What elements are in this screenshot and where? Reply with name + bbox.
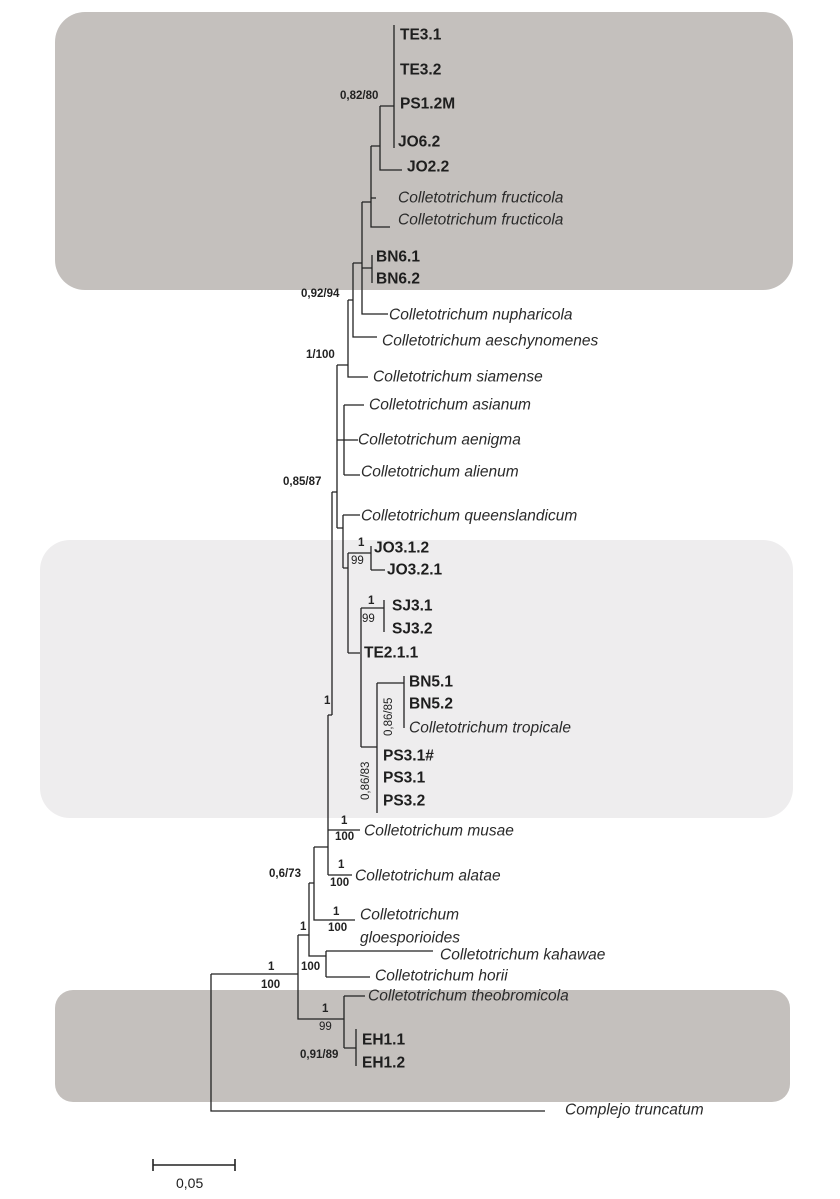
tip-label: BN6.1 [376,248,420,266]
tip-label: TE2.1.1 [364,644,419,662]
support-value: 0,91/89 [300,1049,339,1061]
support-value: 1 [268,961,275,973]
highlight-group-top [55,12,793,290]
support-value: 0,86/85 [383,697,395,736]
tip-label: gloesporioides [360,929,460,947]
tip-label: Complejo truncatum [565,1101,704,1119]
tip-label: Colletotrichum fructicola [398,189,564,207]
support-value: 0,6/73 [269,868,301,880]
tip-label: Colletotrichum [360,906,460,924]
support-value: 1 [300,921,307,933]
tip-label: TE3.1 [400,26,442,44]
tip-label: Colletotrichum aenigma [358,431,521,449]
tip-label: PS3.1 [383,769,426,787]
support-value: 99 [362,613,375,625]
highlight-group-bottom [55,990,790,1102]
branch [210,492,545,1112]
tip-label: Colletotrichum tropicale [409,719,571,737]
support-value: 1/100 [306,349,335,361]
tip-label: TE3.2 [400,61,442,79]
tip-label: Colletotrichum horii [375,967,508,985]
support-value: 100 [261,979,281,991]
tip-label: BN5.1 [409,673,453,691]
support-value: 1 [341,815,348,827]
support-value: 1 [338,859,345,871]
tip-label: Colletotrichum alienum [361,463,519,481]
support-value: 1 [333,906,340,918]
tip-label: Colletotrichum musae [364,822,514,840]
support-value: 1 [368,595,375,607]
tip-label: PS3.1# [383,747,434,765]
tip-label: SJ3.1 [392,597,433,615]
support-value: 100 [335,831,355,843]
tip-label: BN5.2 [409,695,453,713]
tip-label: Colletotrichum queenslandicum [361,507,578,525]
support-value: 1 [322,1003,329,1015]
tip-label: EH1.1 [362,1031,406,1049]
support-value: 0,92/94 [301,288,340,300]
support-value: 0,86/83 [360,761,372,800]
tip-label: Colletotrichum alatae [355,867,501,885]
branch [343,546,405,813]
support-value: 0,85/87 [283,476,322,488]
support-value: 99 [351,555,364,567]
support-value: 1 [324,695,331,707]
support-value: 100 [330,877,350,889]
tip-label: Colletotrichum kahawae [440,946,606,964]
scale-bar-line [152,1159,236,1171]
tip-label: JO3.1.2 [374,539,430,557]
scale-bar-label: 0,05 [176,1175,204,1191]
tip-label: JO2.2 [407,158,450,176]
tip-label: JO3.2.1 [387,561,443,579]
tip-label: JO6.2 [398,133,441,151]
support-value: 1 [358,537,365,549]
tip-label: SJ3.2 [392,620,433,638]
branch [337,25,402,378]
tip-label: PS1.2M [400,95,456,113]
support-value: 0,82/80 [340,90,379,102]
tip-label: Colletotrichum siamense [373,368,543,386]
tip-label: Colletotrichum asianum [369,396,531,414]
support-value: 100 [328,922,348,934]
support-value: 100 [301,961,321,973]
tip-label: Colletotrichum nupharicola [389,306,573,324]
support-value: 99 [319,1021,332,1033]
tip-label: BN6.2 [376,270,420,288]
tip-label: EH1.2 [362,1054,406,1072]
branch [332,365,364,568]
highlight-group-middle [40,540,793,818]
tip-label: Colletotrichum fructicola [398,211,564,229]
tip-label: Colletotrichum aeschynomenes [382,332,599,350]
tip-label: PS3.2 [383,792,426,810]
tip-label: Colletotrichum theobromicola [368,987,569,1005]
